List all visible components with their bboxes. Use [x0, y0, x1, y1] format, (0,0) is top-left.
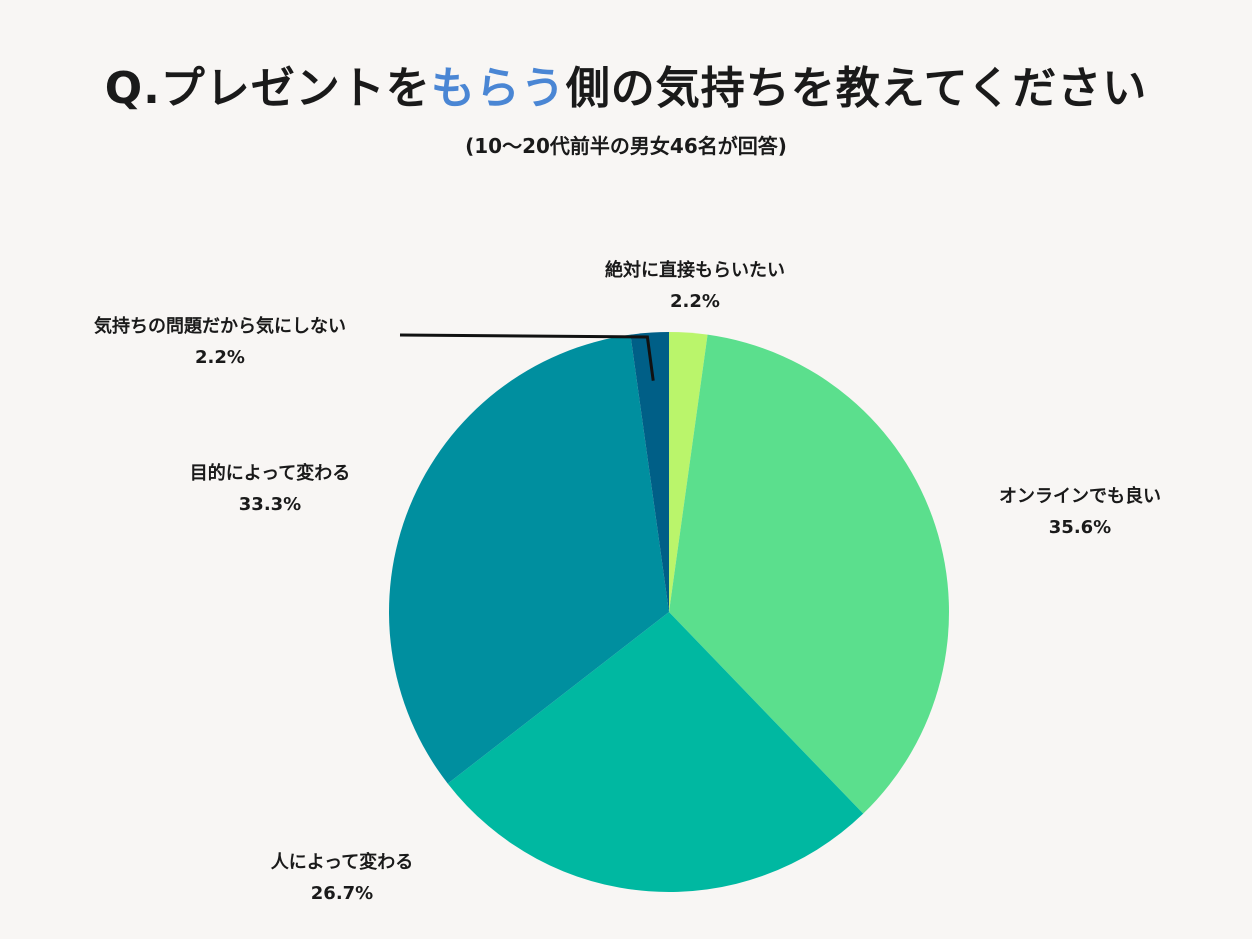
- title-highlight: もらう: [430, 63, 566, 114]
- chart-subtitle: (10〜20代前半の男女46名が回答): [465, 134, 787, 158]
- slice-label-text: 目的によって変わる: [189, 463, 351, 484]
- slice-label-value: 26.7%: [310, 882, 374, 904]
- slice-label-value: 2.2%: [670, 290, 720, 312]
- slice-label-1: オンラインでも良い 35.6%: [960, 482, 1200, 543]
- pie-slice-1: [669, 334, 949, 814]
- slice-label-0: 絶対に直接もらいたい 2.2%: [575, 256, 815, 317]
- slice-label-3: 目的によって変わる 33.3%: [150, 459, 390, 520]
- pie-slice-3: [389, 334, 669, 784]
- slice-label-value: 2.2%: [195, 346, 245, 368]
- leader-line: [399, 333, 655, 381]
- slice-label-text: 気持ちの問題だから気にしない: [94, 316, 346, 337]
- slice-label-text: 人によって変わる: [270, 852, 414, 873]
- title-prefix: Q.プレゼントを: [104, 63, 431, 114]
- slice-label-text: オンラインでも良い: [999, 486, 1161, 507]
- slice-label-4: 気持ちの問題だから気にしない 2.2%: [55, 312, 385, 373]
- slice-label-text: 絶対に直接もらいたい: [605, 260, 785, 281]
- title-suffix: 側の気持ちを教えてください: [565, 63, 1148, 114]
- slice-label-2: 人によって変わる 26.7%: [222, 848, 462, 909]
- pie-slice-2: [447, 612, 864, 892]
- slice-label-value: 35.6%: [1048, 516, 1112, 538]
- slice-label-value: 33.3%: [238, 493, 302, 515]
- chart-title: Q.プレゼントをもらう側の気持ちを教えてください: [0, 52, 1252, 116]
- pie-slice-4: [630, 332, 669, 612]
- pie-slice-0: [669, 332, 708, 612]
